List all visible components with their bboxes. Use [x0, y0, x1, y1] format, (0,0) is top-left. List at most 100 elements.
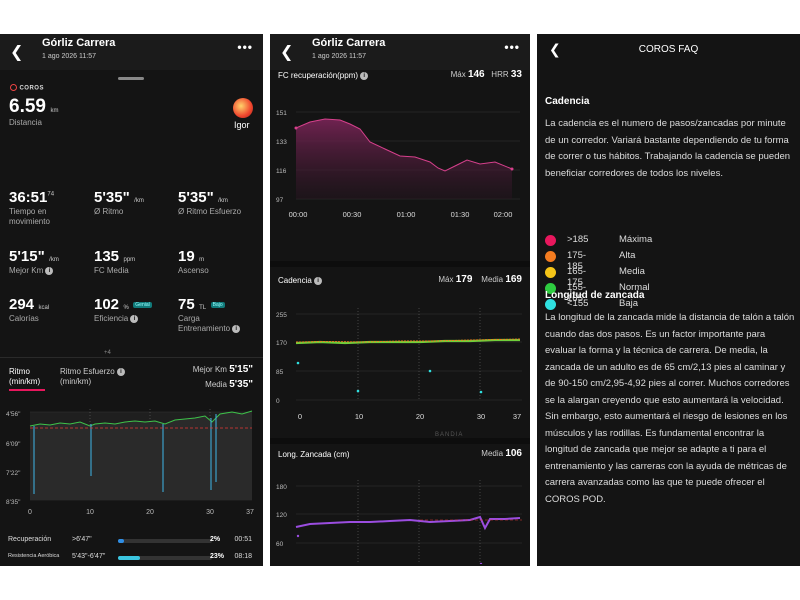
- stat-tag: Genial: [133, 301, 152, 308]
- hr-area: [296, 119, 512, 199]
- stat-value: 19: [178, 248, 195, 265]
- back-arrow-icon[interactable]: ❮: [549, 41, 561, 57]
- x-tick-label: 10: [355, 412, 363, 421]
- legend-range: <155: [567, 298, 589, 309]
- stat-value: 5'35": [178, 189, 214, 206]
- more-options-icon[interactable]: •••: [504, 40, 520, 54]
- zone-row: Recuperación >6'47" 2% 00:51: [8, 534, 256, 548]
- legend-dot: [545, 283, 556, 294]
- drag-handle[interactable]: [118, 77, 144, 80]
- x-tick-label: 37: [246, 509, 254, 516]
- cadence-heading: Cadencia: [545, 96, 590, 107]
- legend-name: Baja: [619, 298, 639, 309]
- legend-dot: [545, 235, 556, 246]
- info-icon[interactable]: i: [116, 367, 125, 376]
- tab-ritmo-esfuerzo[interactable]: Ritmo Esfuerzo i (min/km): [60, 367, 125, 387]
- x-tick-label: 30: [477, 412, 485, 421]
- info-icon[interactable]: i: [45, 266, 54, 275]
- activity-summary-screen: ❮ Górliz Carrera 1 ago 2026 11:57 ••• CO…: [0, 34, 263, 566]
- marker-label: +4: [104, 350, 111, 356]
- zone-bar: [118, 539, 212, 543]
- coros-logo: COROS: [10, 84, 44, 91]
- user-name: Igor: [234, 120, 250, 130]
- stat-label: Calorías: [9, 314, 39, 323]
- x-tick-label: 02:00: [494, 210, 513, 219]
- stride-heading: Longitud de zancada: [545, 290, 645, 301]
- top-bar: ❮ Górliz Carrera 1 ago 2026 11:57 •••: [270, 34, 530, 70]
- stat-value: 102: [94, 296, 120, 313]
- info-icon[interactable]: i: [314, 276, 323, 285]
- pace-chart: 4'56" 6'09" 7'22" 8'35" 0 10 20 30 37: [6, 409, 254, 516]
- stat-label: Mejor Km i: [9, 266, 81, 276]
- top-bar: ❮ COROS FAQ: [537, 34, 800, 66]
- info-icon[interactable]: i: [130, 314, 139, 323]
- y-tick-label: 85: [276, 369, 284, 376]
- tab-ritmo[interactable]: Ritmo (min/km): [9, 367, 45, 391]
- more-options-icon[interactable]: •••: [237, 40, 253, 54]
- stat-value: 5'35": [94, 189, 130, 206]
- y-tick-label: 0: [276, 398, 280, 405]
- zone-range: 5'43"-6'47": [72, 553, 106, 560]
- legend-name: Media: [619, 266, 645, 277]
- zone-name: Recuperación: [8, 536, 52, 543]
- back-arrow-icon[interactable]: ❮: [10, 44, 24, 61]
- legend-range: 175-185: [567, 250, 587, 272]
- x-tick-label: 01:00: [397, 210, 416, 219]
- back-arrow-icon[interactable]: ❮: [280, 44, 294, 61]
- cadence-low-point-1: [296, 361, 300, 365]
- legend-dot: [545, 299, 556, 310]
- faq-title: COROS FAQ: [638, 44, 699, 55]
- activity-charts-screen: ❮ Górliz Carrera 1 ago 2026 11:57 ••• FC…: [270, 34, 530, 566]
- zone-time: 00:51: [234, 536, 252, 543]
- stat-7: 102 % Genial Eficiencia i: [94, 296, 176, 324]
- stat-value: 5'15": [9, 248, 45, 265]
- activity-date: 1 ago 2026 11:57: [312, 53, 366, 60]
- zone-bar: [118, 556, 212, 560]
- stat-value: 36:51: [9, 189, 48, 206]
- stat-label: Eficiencia i: [94, 314, 166, 324]
- stat-label: Ascenso: [178, 266, 209, 275]
- x-tick-label: 30: [206, 509, 214, 516]
- zone-row: Resistencia Aeróbica 5'43"-6'47" 23% 08:18: [8, 551, 256, 565]
- stat-tag: Bajo: [210, 301, 225, 308]
- info-icon[interactable]: i: [360, 71, 369, 80]
- pace-line: [29, 410, 253, 427]
- zone-percent: 2%: [210, 536, 221, 543]
- y-tick-label: 7'22": [6, 470, 21, 477]
- y-tick-label: 170: [276, 340, 287, 347]
- info-icon[interactable]: i: [232, 324, 241, 333]
- stat-2: 5'35" /km Ø Ritmo Esfuerzo: [178, 189, 260, 217]
- x-tick-label: 37: [513, 412, 521, 421]
- stat-5: 19 m Ascenso: [178, 248, 260, 276]
- stat-1: 5'35" /km Ø Ritmo: [94, 189, 176, 217]
- legend-range: >185: [567, 234, 589, 245]
- stride-low-point-1: [296, 534, 300, 538]
- legend-name: Máxima: [619, 234, 653, 245]
- activity-date: 1 ago 2026 11:57: [42, 53, 96, 60]
- x-tick-label: 00:30: [343, 210, 362, 219]
- cadence-low-point-2: [356, 389, 360, 393]
- stat-unit: %: [123, 305, 129, 311]
- stat-sup: 74: [47, 191, 55, 198]
- activity-title: Górliz Carrera: [42, 37, 116, 49]
- legend-name: Alta: [619, 250, 636, 261]
- y-tick-label: 97: [276, 197, 284, 204]
- top-bar: ❮ Górliz Carrera 1 ago 2026 11:57 •••: [0, 34, 263, 70]
- stat-value: 75: [178, 296, 195, 313]
- x-tick-label: 00:00: [289, 210, 308, 219]
- avatar[interactable]: [233, 98, 253, 118]
- pace-summary: Mejor Km 5'15" Media 5'35": [192, 364, 253, 390]
- hr-end-dot: [510, 167, 514, 171]
- legend-name: Normal: [619, 282, 650, 293]
- cadence-line-orange: [295, 338, 521, 343]
- stat-unit: /km: [49, 257, 59, 263]
- zone-name: Resistencia Aeróbica: [8, 553, 60, 559]
- stat-label: Carga Entrenamiento i: [178, 314, 250, 334]
- y-tick-label: 8'35": [6, 499, 21, 506]
- legend-range: 155-165: [567, 282, 587, 304]
- stat-6: 294 kcal Calorías: [9, 296, 91, 324]
- y-tick-label: 4'56": [6, 411, 21, 418]
- faq-screen: ❮ COROS FAQ Cadencia La cadencia es el n…: [537, 34, 800, 566]
- stat-value: 294: [9, 296, 35, 313]
- x-tick-label: 01:30: [451, 210, 470, 219]
